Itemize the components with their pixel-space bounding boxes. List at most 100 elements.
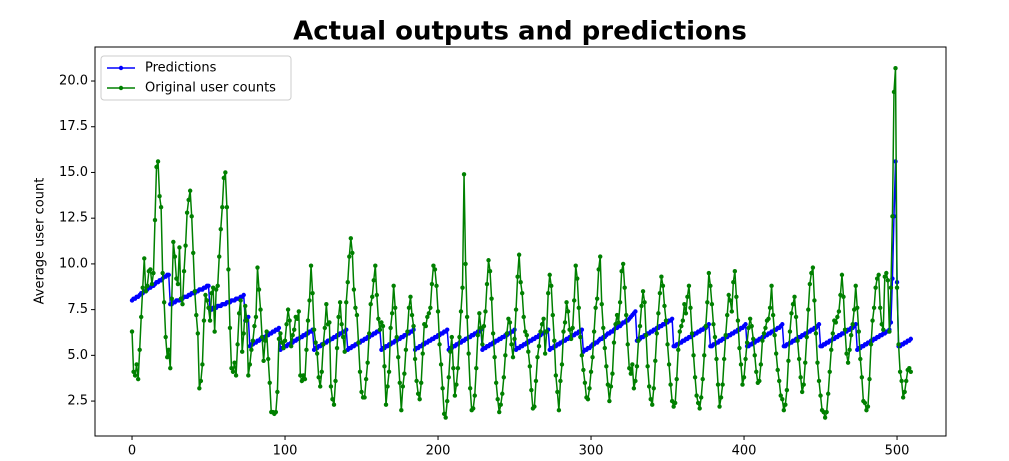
data-point: [643, 333, 649, 338]
data-point: [480, 342, 485, 347]
data-point: [720, 382, 725, 387]
data-point: [804, 334, 809, 340]
legend-marker: [118, 85, 124, 91]
data-point: [330, 397, 335, 402]
data-point: [853, 322, 858, 327]
data-point: [619, 269, 624, 274]
data-point: [515, 274, 520, 279]
data-point: [833, 320, 839, 325]
data-point: [542, 351, 548, 356]
data-point: [250, 338, 256, 343]
data-point: [705, 300, 710, 305]
data-point: [516, 252, 522, 257]
data-point: [157, 194, 162, 199]
data-point: [744, 340, 750, 345]
data-point: [519, 290, 525, 296]
data-point: [549, 283, 554, 289]
data-point: [344, 300, 349, 305]
data-point: [795, 338, 800, 343]
data-point: [405, 329, 410, 334]
data-point: [161, 300, 167, 305]
data-point: [507, 320, 513, 325]
data-point: [224, 205, 230, 210]
data-point: [878, 305, 883, 310]
data-point: [656, 311, 661, 316]
data-point: [493, 380, 499, 385]
data-point: [220, 205, 225, 210]
y-tick-label: 2.5: [67, 394, 88, 409]
data-point: [304, 347, 309, 353]
data-point: [288, 344, 294, 349]
data-point: [737, 345, 742, 351]
data-point: [282, 338, 288, 343]
data-point: [218, 226, 223, 232]
data-point: [319, 369, 324, 375]
data-point: [151, 270, 156, 276]
data-point: [428, 305, 433, 310]
data-point: [594, 296, 600, 301]
data-point: [414, 378, 419, 384]
data-point: [607, 398, 612, 404]
data-point: [541, 316, 546, 321]
data-point: [129, 329, 135, 334]
data-point: [706, 270, 712, 276]
data-point: [321, 342, 326, 347]
data-point: [301, 373, 306, 378]
data-point: [884, 270, 889, 276]
data-point: [474, 365, 479, 371]
data-point: [867, 376, 872, 382]
data-point: [443, 415, 448, 420]
data-point: [160, 270, 165, 276]
data-point: [747, 316, 753, 321]
data-point: [135, 376, 141, 382]
data-point: [356, 340, 361, 345]
data-point: [373, 263, 378, 268]
data-point: [458, 309, 464, 314]
data-point: [350, 250, 355, 256]
data-point: [579, 353, 585, 358]
data-point: [786, 358, 791, 364]
data-point: [708, 283, 713, 289]
data-point: [887, 329, 892, 334]
data-point: [729, 309, 734, 314]
data-point: [844, 351, 849, 356]
data-point: [255, 265, 260, 270]
y-tick-label: 17.5: [59, 119, 88, 134]
data-point: [486, 258, 491, 263]
data-point: [347, 254, 352, 259]
data-point: [500, 391, 505, 396]
data-point: [209, 290, 214, 296]
data-point: [425, 314, 430, 320]
x-tick-label: 300: [579, 444, 604, 459]
data-point: [322, 325, 328, 331]
data-point: [772, 333, 777, 338]
data-point: [694, 393, 699, 398]
data-point: [908, 369, 914, 375]
data-point: [455, 365, 461, 371]
data-point: [501, 375, 507, 380]
data-point: [278, 331, 283, 336]
data-point: [394, 334, 399, 340]
data-point: [862, 400, 868, 406]
data-point: [262, 338, 268, 343]
data-point: [671, 404, 676, 409]
data-point: [738, 362, 744, 367]
data-point: [509, 342, 514, 347]
data-point: [241, 292, 246, 298]
data-point: [236, 311, 242, 316]
data-point: [388, 325, 393, 331]
data-point: [787, 329, 793, 334]
data-point: [545, 290, 551, 296]
data-point: [186, 197, 191, 203]
data-point: [527, 364, 533, 369]
chart-title: Actual outputs and predictions: [293, 17, 747, 47]
data-point: [429, 281, 435, 287]
data-point: [691, 353, 696, 358]
data-point: [809, 270, 814, 276]
data-point: [881, 327, 886, 332]
data-point: [292, 327, 297, 332]
data-point: [227, 325, 233, 331]
data-point: [650, 402, 655, 407]
data-point: [770, 312, 776, 318]
data-point: [139, 314, 144, 320]
